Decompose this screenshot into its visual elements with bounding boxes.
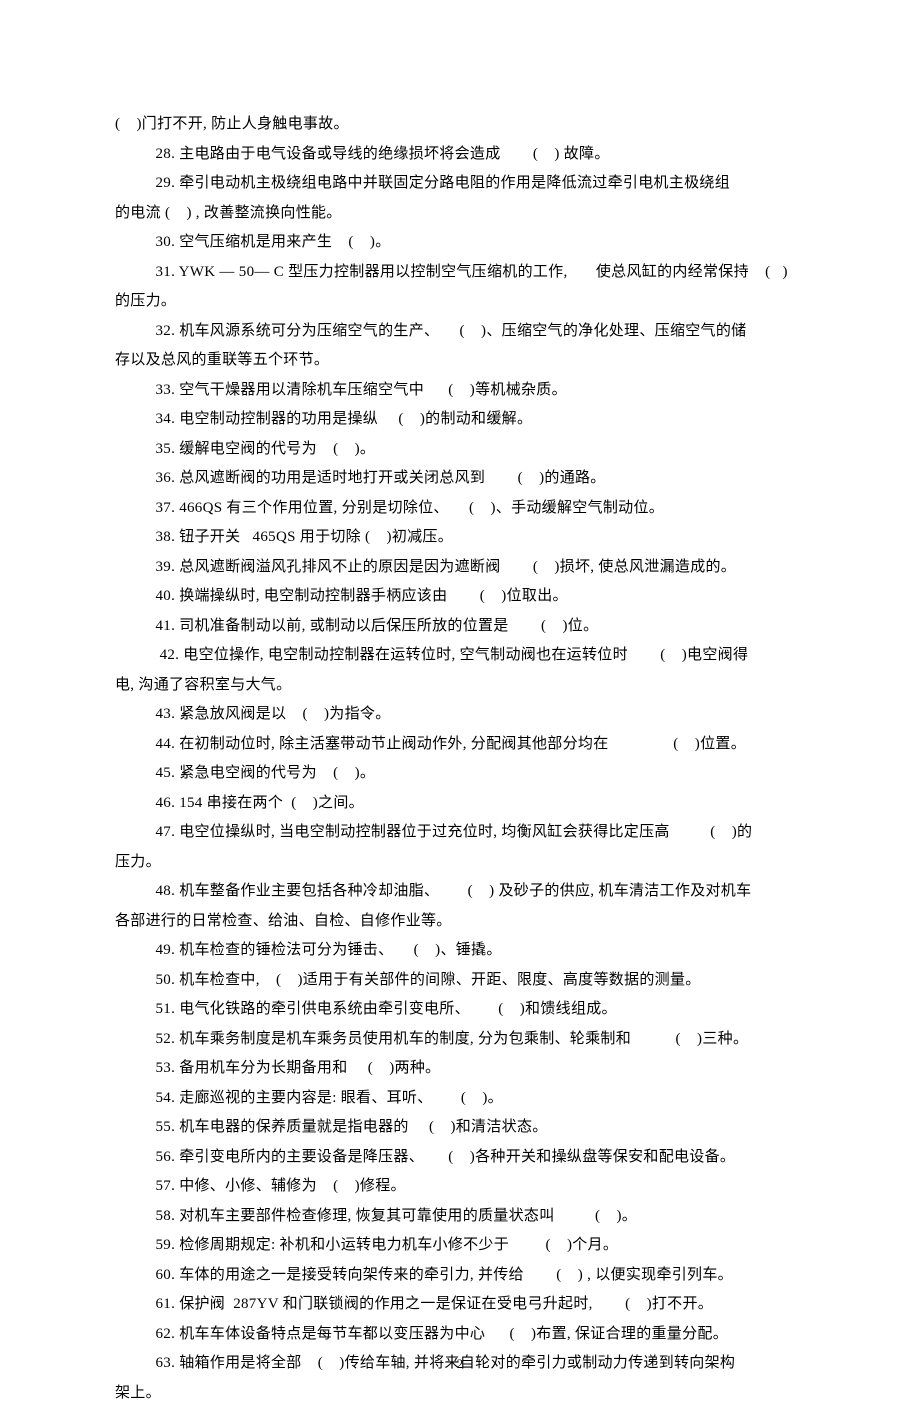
text-line: 各部进行的日常检查、给油、自检、自修作业等。 (115, 907, 805, 937)
text-line: 32. 机车风源系统可分为压缩空气的生产、 ( )、压缩空气的净化处理、压缩空气… (115, 317, 805, 347)
text-line: 44. 在初制动位时, 除主活塞带动节止阀动作外, 分配阀其他部分均在 ( )位… (115, 730, 805, 760)
page-number: 2 (0, 1356, 920, 1372)
text-line: 55. 机车电器的保养质量就是指电器的 ( )和清洁状态。 (115, 1113, 805, 1143)
text-line: 47. 电空位操纵时, 当电空制动控制器位于过充位时, 均衡风缸会获得比定压高 … (115, 818, 805, 848)
text-line: 61. 保护阀 287YV 和门联锁阀的作用之一是保证在受电弓升起时, ( )打… (115, 1290, 805, 1320)
text-line: 34. 电空制动控制器的功用是操纵 ( )的制动和缓解。 (115, 405, 805, 435)
text-line: 51. 电气化铁路的牵引供电系统由牵引变电所、 ( )和馈线组成。 (115, 995, 805, 1025)
text-line: 架上。 (115, 1379, 805, 1408)
text-line: 35. 缓解电空阀的代号为 ( )。 (115, 435, 805, 465)
text-line: 54. 走廊巡视的主要内容是: 眼看、耳听、 ( )。 (115, 1084, 805, 1114)
text-line: 电, 沟通了容积室与大气。 (115, 671, 805, 701)
text-line: 53. 备用机车分为长期备用和 ( )两种。 (115, 1054, 805, 1084)
text-line: 30. 空气压缩机是用来产生 ( )。 (115, 228, 805, 258)
text-line: 31. YWK — 50— C 型压力控制器用以控制空气压缩机的工作, 使总风缸… (115, 258, 805, 288)
text-line: 29. 牵引电动机主极绕组电路中并联固定分路电阻的作用是降低流过牵引电机主极绕组 (115, 169, 805, 199)
text-line: 的压力。 (115, 287, 805, 317)
text-line: 37. 466QS 有三个作用位置, 分别是切除位、 ( )、手动缓解空气制动位… (115, 494, 805, 524)
document-page: ( )门打不开, 防止人身触电事故。28. 主电路由于电气设备或导线的绝缘损坏将… (0, 0, 920, 1408)
text-line: 压力。 (115, 848, 805, 878)
text-line: ( )门打不开, 防止人身触电事故。 (115, 110, 805, 140)
text-line: 36. 总风遮断阀的功用是适时地打开或关闭总风到 ( )的通路。 (115, 464, 805, 494)
text-line: 43. 紧急放风阀是以 ( )为指令。 (115, 700, 805, 730)
text-line: 62. 机车车体设备特点是每节车都以变压器为中心 ( )布置, 保证合理的重量分… (115, 1320, 805, 1350)
text-body: ( )门打不开, 防止人身触电事故。28. 主电路由于电气设备或导线的绝缘损坏将… (115, 110, 805, 1408)
text-line: 50. 机车检查中, ( )适用于有关部件的间隙、开距、限度、高度等数据的测量。 (115, 966, 805, 996)
text-line: 60. 车体的用途之一是接受转向架传来的牵引力, 并传给 ( ) , 以便实现牵… (115, 1261, 805, 1291)
text-line: 39. 总风遮断阀溢风孔排风不止的原因是因为遮断阀 ( )损坏, 使总风泄漏造成… (115, 553, 805, 583)
text-line: 41. 司机准备制动以前, 或制动以后保压所放的位置是 ( )位。 (115, 612, 805, 642)
text-line: 的电流 ( ) , 改善整流换向性能。 (115, 199, 805, 229)
text-line: 45. 紧急电空阀的代号为 ( )。 (115, 759, 805, 789)
text-line: 52. 机车乘务制度是机车乘务员使用机车的制度, 分为包乘制、轮乘制和 ( )三… (115, 1025, 805, 1055)
text-line: 57. 中修、小修、辅修为 ( )修程。 (115, 1172, 805, 1202)
text-line: 46. 154 串接在两个 ( )之间。 (115, 789, 805, 819)
text-line: 38. 钮子开关 465QS 用于切除 ( )初减压。 (115, 523, 805, 553)
text-line: 42. 电空位操作, 电空制动控制器在运转位时, 空气制动阀也在运转位时 ( )… (115, 641, 805, 671)
text-line: 56. 牵引变电所内的主要设备是降压器、 ( )各种开关和操纵盘等保安和配电设备… (115, 1143, 805, 1173)
text-line: 33. 空气干燥器用以清除机车压缩空气中 ( )等机械杂质。 (115, 376, 805, 406)
text-line: 59. 检修周期规定: 补机和小运转电力机车小修不少于 ( )个月。 (115, 1231, 805, 1261)
text-line: 40. 换端操纵时, 电空制动控制器手柄应该由 ( )位取出。 (115, 582, 805, 612)
text-line: 49. 机车检查的锤检法可分为锤击、 ( )、锤撬。 (115, 936, 805, 966)
text-line: 28. 主电路由于电气设备或导线的绝缘损坏将会造成 ( ) 故障。 (115, 140, 805, 170)
text-line: 58. 对机车主要部件检查修理, 恢复其可靠使用的质量状态叫 ( )。 (115, 1202, 805, 1232)
text-line: 48. 机车整备作业主要包括各种冷却油脂、 ( ) 及砂子的供应, 机车清洁工作… (115, 877, 805, 907)
text-line: 存以及总风的重联等五个环节。 (115, 346, 805, 376)
